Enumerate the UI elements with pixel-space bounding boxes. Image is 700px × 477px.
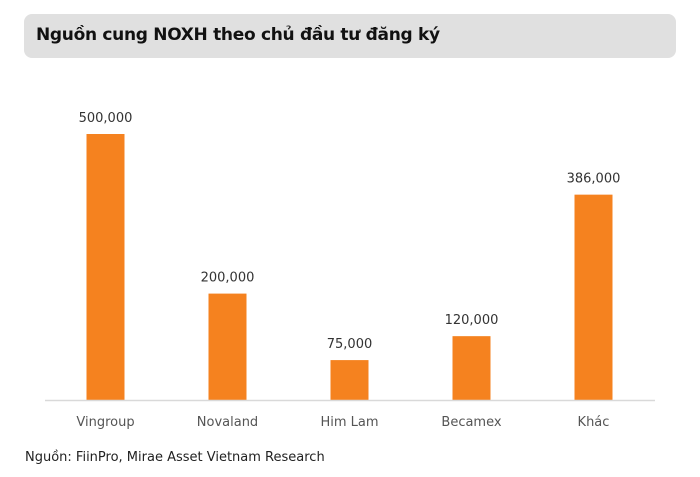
data-label: 386,000: [567, 172, 621, 187]
x-tick-label: Novaland: [197, 415, 258, 430]
bar-vingroup: [86, 134, 125, 400]
bar-novaland: [208, 293, 247, 400]
x-tick-label: Becamex: [441, 415, 501, 430]
bar-him-lam: [330, 360, 369, 400]
data-label: 200,000: [201, 271, 255, 286]
source-note: Nguồn: FiinPro, Mirae Asset Vietnam Rese…: [25, 450, 325, 465]
x-tick-label: Vingroup: [76, 415, 134, 430]
data-label: 75,000: [327, 337, 373, 352]
title-box: Nguồn cung NOXH theo chủ đầu tư đăng ký: [24, 14, 676, 58]
chart-title: Nguồn cung NOXH theo chủ đầu tư đăng ký: [36, 25, 440, 45]
bar-becamex: [452, 336, 491, 400]
bar-khác: [574, 194, 613, 400]
data-label: 120,000: [445, 313, 499, 328]
x-tick-label: Him Lam: [320, 415, 378, 430]
x-tick-label: Khác: [578, 415, 610, 430]
data-label: 500,000: [79, 111, 133, 126]
